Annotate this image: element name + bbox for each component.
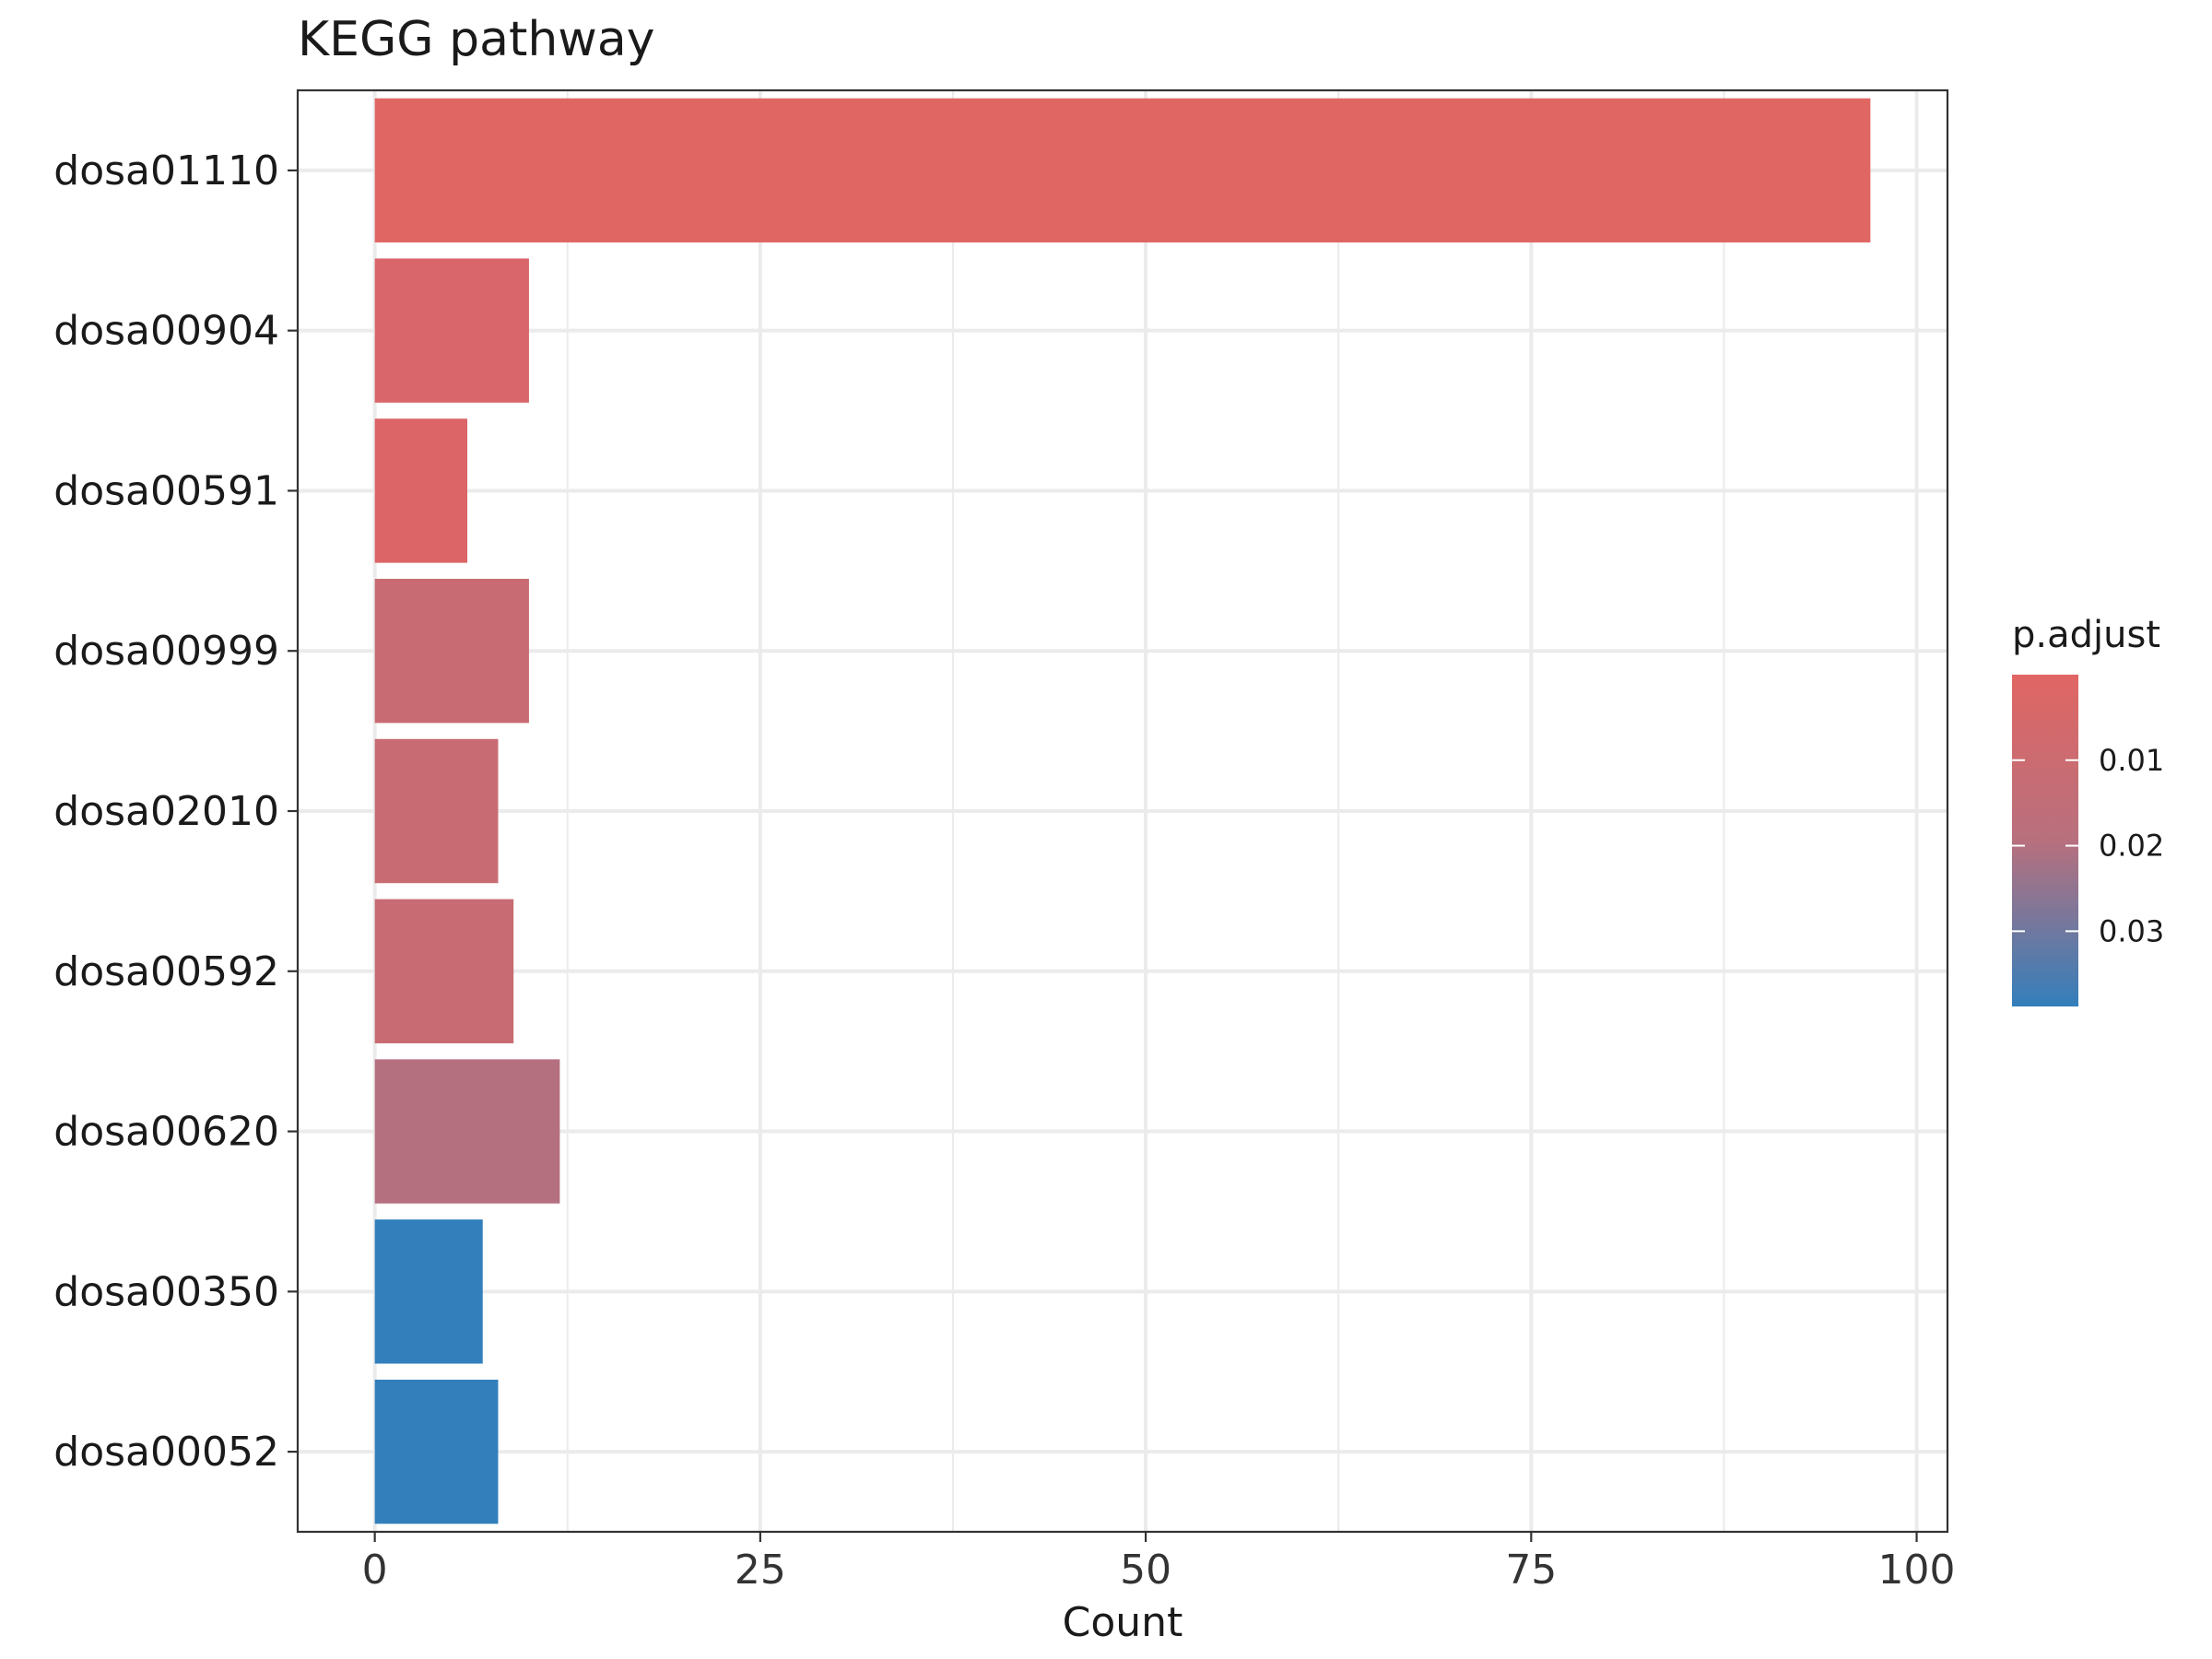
x-tick-label: 50 xyxy=(1120,1547,1171,1594)
x-tick-label: 0 xyxy=(362,1547,388,1594)
legend-tick-label: 0.02 xyxy=(2099,829,2164,864)
bar-dosa00592 xyxy=(374,899,514,1043)
legend-ticks: 0.01 0.02 0.03 xyxy=(2012,743,2164,948)
x-axis: 0 25 50 75 100 xyxy=(362,1532,1956,1594)
legend-colorbar xyxy=(2012,675,2078,1006)
y-tick-label: dosa00904 xyxy=(53,308,279,355)
bars xyxy=(374,98,1871,1524)
bar-dosa00052 xyxy=(374,1379,499,1524)
y-tick-label: dosa00591 xyxy=(53,467,279,514)
legend-tick-label: 0.01 xyxy=(2099,743,2164,778)
grid-lines xyxy=(298,90,1947,1532)
bar-dosa02010 xyxy=(374,738,499,884)
bar-dosa00350 xyxy=(374,1219,483,1364)
bar-dosa00904 xyxy=(374,258,529,403)
y-tick-label: dosa02010 xyxy=(53,788,279,835)
x-tick-label: 100 xyxy=(1878,1547,1956,1594)
bar-dosa01110 xyxy=(374,98,1871,243)
chart-title: KEGG pathway xyxy=(298,12,654,67)
bar-dosa00999 xyxy=(374,579,529,724)
y-tick-label: dosa00052 xyxy=(53,1429,279,1476)
y-tick-label: dosa00999 xyxy=(53,628,279,675)
y-tick-label: dosa00592 xyxy=(53,948,279,995)
y-tick-label: dosa00350 xyxy=(53,1268,279,1315)
legend-title: p.adjust xyxy=(2012,614,2160,656)
legend-tick-label: 0.03 xyxy=(2099,913,2164,948)
legend: p.adjust 0.01 0.02 0.03 xyxy=(2012,614,2164,1006)
x-axis-label: Count xyxy=(1063,1599,1183,1646)
x-tick-label: 75 xyxy=(1505,1547,1557,1594)
bar-dosa00591 xyxy=(374,418,468,563)
bar-dosa00620 xyxy=(374,1059,560,1204)
x-tick-label: 25 xyxy=(735,1547,786,1594)
y-tick-label: dosa00620 xyxy=(53,1109,279,1156)
y-axis: dosa01110 dosa00904 dosa00591 dosa00999 dosa… xyxy=(53,147,298,1476)
y-tick-label: dosa01110 xyxy=(53,147,279,194)
